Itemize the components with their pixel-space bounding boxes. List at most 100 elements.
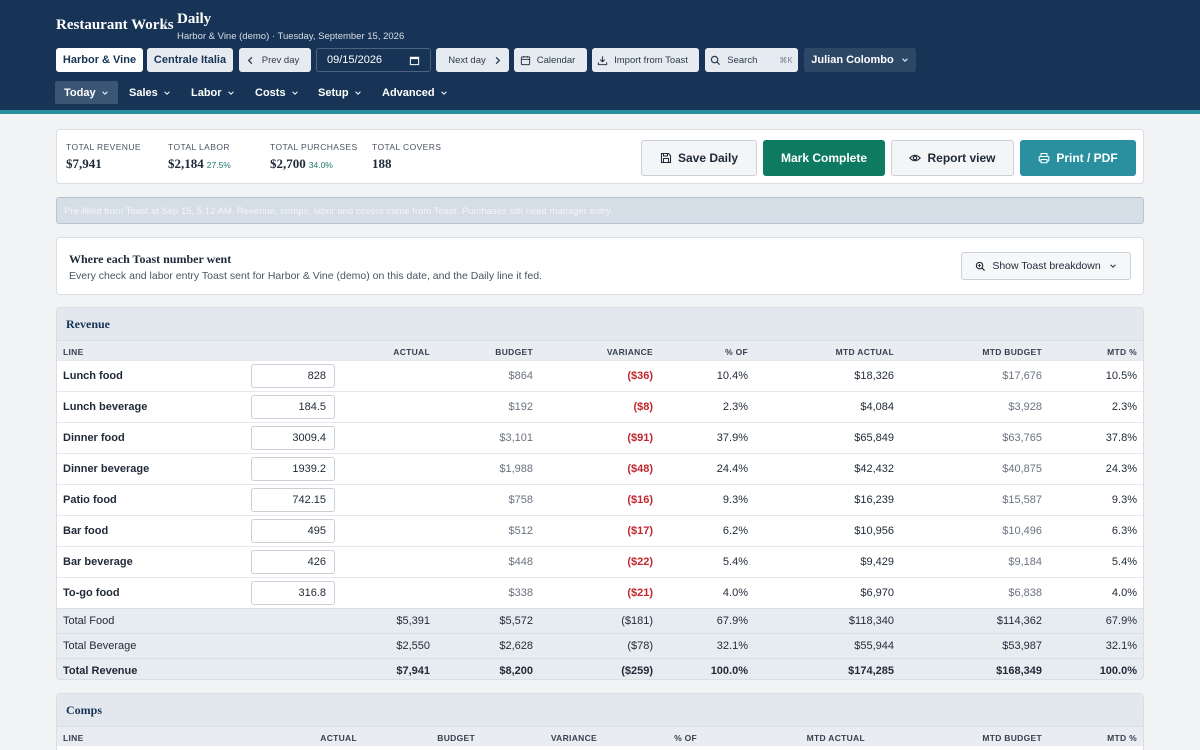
budget-value: $512 <box>508 525 533 537</box>
chevron-down-icon <box>101 90 108 95</box>
actual-input[interactable]: 1939.2 <box>251 457 335 481</box>
pct-value: 5.4% <box>722 556 748 568</box>
total-mtd-budget: $114,362 <box>996 615 1042 627</box>
chevron-down-icon <box>163 90 170 95</box>
location-harbor-vine-button[interactable]: Harbor & Vine <box>56 48 143 72</box>
mtd-actual-value: $4,084 <box>860 401 894 413</box>
revenue-section: Revenue LINE ACTUAL BUDGET VARIANCE % OF… <box>56 307 1144 680</box>
variance-value: ($16) <box>627 494 653 506</box>
prev-day-label: Prev day <box>261 54 300 66</box>
brand-name[interactable]: Restaurant Works <box>56 17 174 33</box>
prev-day-button[interactable]: Prev day <box>239 48 311 72</box>
toast-mapping-title: Where each Toast number went <box>69 252 232 266</box>
total-pct: 32.1% <box>716 640 748 652</box>
nav-label: Advanced <box>382 86 435 99</box>
variance-value: ($91) <box>627 432 653 444</box>
mtd-actual-value: $6,970 <box>860 587 894 599</box>
mark-complete-button[interactable]: Mark Complete <box>763 140 885 176</box>
actual-input[interactable]: 3009.4 <box>251 426 335 450</box>
comps-section-title: Comps <box>57 694 1143 726</box>
report-view-button[interactable]: Report view <box>891 140 1014 176</box>
budget-value: $758 <box>508 494 533 506</box>
revenue-table-header: LINE ACTUAL BUDGET VARIANCE % OF MTD ACT… <box>57 340 1143 360</box>
col-pct-of: % OF <box>674 733 697 743</box>
col-line: LINE <box>63 347 84 357</box>
floppy-icon <box>660 152 672 164</box>
nav-label: Today <box>64 86 96 99</box>
breadcrumb-separator: / <box>163 16 167 32</box>
import-label: Import from Toast <box>614 54 688 66</box>
budget-value: $1,988 <box>499 463 533 475</box>
user-menu-button[interactable]: Julian Colombo <box>804 48 916 72</box>
mtd-pct-value: 10.5% <box>1105 370 1137 382</box>
mark-complete-label: Mark Complete <box>780 151 868 165</box>
date-input[interactable]: 09/15/2026 <box>316 48 431 72</box>
kpi-purchases-pct: 34.0% <box>308 160 333 170</box>
actual-input[interactable]: 316.8 <box>251 581 335 605</box>
mtd-pct-value: 5.4% <box>1111 556 1137 568</box>
variance-value: ($48) <box>627 463 653 475</box>
total-mtd-pct: 67.9% <box>1105 615 1137 627</box>
mtd-budget-value: $63,765 <box>1002 432 1042 444</box>
actual-input[interactable]: 426 <box>251 550 335 574</box>
nav-labor[interactable]: Labor <box>182 81 244 104</box>
col-line: LINE <box>63 733 84 743</box>
mtd-budget-value: $10,496 <box>1002 525 1042 537</box>
mtd-pct-value: 24.3% <box>1105 463 1137 475</box>
total-label: Total Beverage <box>63 640 137 652</box>
chevron-down-icon <box>440 90 447 95</box>
page-subtitle: Harbor & Vine (demo) · Tuesday, Septembe… <box>177 31 405 42</box>
mtd-budget-value: $17,676 <box>1002 370 1042 382</box>
pct-value: 2.3% <box>722 401 748 413</box>
print-pdf-button[interactable]: Print / PDF <box>1020 140 1136 176</box>
total-variance: ($181) <box>621 615 653 627</box>
kpi-covers-label: TOTAL COVERS <box>372 142 442 152</box>
page-title: Daily <box>177 11 212 27</box>
total-mtd-actual: $118,340 <box>848 615 894 627</box>
actual-input[interactable]: 184.5 <box>251 395 335 419</box>
calendar-button[interactable]: Calendar <box>514 48 587 72</box>
total-mtd-actual: $55,944 <box>854 640 894 652</box>
table-row: Lunch food 828 $864 ($36) 10.4% $18,326 $17,67… <box>57 360 1143 391</box>
mtd-pct-value: 4.0% <box>1111 587 1137 599</box>
nav-advanced[interactable]: Advanced <box>373 81 457 104</box>
location-centrale-italia-button[interactable]: Centrale Italia <box>147 48 233 72</box>
nav-label: Sales <box>129 86 158 99</box>
mtd-actual-value: $42,432 <box>854 463 894 475</box>
mtd-actual-value: $16,239 <box>854 494 894 506</box>
nav-label: Costs <box>255 86 286 99</box>
show-toast-breakdown-button[interactable]: Show Toast breakdown <box>961 252 1131 280</box>
calendar-label: Calendar <box>536 54 576 66</box>
mtd-pct-value: 9.3% <box>1111 494 1137 506</box>
actual-input[interactable]: 828 <box>251 364 335 388</box>
line-label: Lunch food <box>63 370 123 382</box>
actual-input[interactable]: 495 <box>251 519 335 543</box>
next-day-label: Next day <box>448 54 486 66</box>
search-label: Search <box>727 54 758 66</box>
calendar-icon[interactable] <box>409 55 420 66</box>
comps-section: Comps LINE ACTUAL BUDGET VARIANCE % OF M… <box>56 693 1144 750</box>
search-button[interactable]: Search ⌘K <box>705 48 798 72</box>
nav-costs[interactable]: Costs <box>246 81 308 104</box>
next-day-button[interactable]: Next day <box>436 48 509 72</box>
actual-input[interactable]: 742.15 <box>251 488 335 512</box>
user-name: Julian Colombo <box>811 54 894 66</box>
nav-today[interactable]: Today <box>55 81 118 104</box>
total-row: Total Food $5,391 $5,572 ($181) 67.9% $118,34… <box>57 608 1143 633</box>
zoom-icon <box>976 261 986 271</box>
nav-sales[interactable]: Sales <box>120 81 180 104</box>
download-icon <box>597 55 608 65</box>
budget-value: $448 <box>508 556 533 568</box>
total-budget: $8,200 <box>499 665 533 677</box>
col-variance: VARIANCE <box>550 733 597 743</box>
table-row: Bar food 495 $512 ($17) 6.2% $10,956 $10,496 6.… <box>57 515 1143 546</box>
mtd-actual-value: $9,429 <box>860 556 894 568</box>
show-toast-breakdown-label: Show Toast breakdown <box>992 260 1101 272</box>
calendar-icon <box>520 55 530 65</box>
nav-setup[interactable]: Setup <box>309 81 371 104</box>
variance-value: ($22) <box>627 556 653 568</box>
save-daily-label: Save Daily <box>677 151 739 165</box>
variance-value: ($8) <box>633 401 653 413</box>
save-daily-button[interactable]: Save Daily <box>641 140 757 176</box>
import-from-toast-button[interactable]: Import from Toast <box>592 48 699 72</box>
